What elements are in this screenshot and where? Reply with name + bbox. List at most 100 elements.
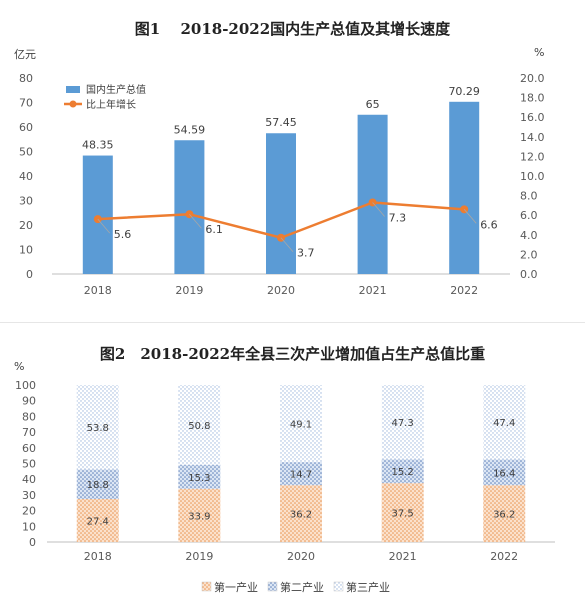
chart2-legend-label: 第一产业 (214, 580, 258, 594)
chart1-right-tick: 12.0 (520, 150, 545, 163)
chart2-x-tick: 2020 (287, 550, 315, 563)
chart2-y-tick: 80 (22, 410, 36, 423)
chart2-segment (483, 485, 526, 542)
chart1-right-tick: 10.0 (520, 170, 545, 183)
chart2-x-tick: 2022 (490, 550, 518, 563)
chart1-right-tick: 18.0 (520, 92, 545, 105)
chart2-segment (483, 385, 526, 460)
chart2-y-tick: 30 (22, 489, 36, 502)
chart1-x-tick: 2019 (175, 284, 203, 297)
chart2-segment (381, 483, 424, 542)
chart1-legend-gdp: 国内生产总值 (86, 83, 146, 96)
chart2-segment (76, 385, 119, 470)
chart2-y-tick: 100 (15, 379, 36, 392)
chart1-x-tick: 2021 (359, 284, 387, 297)
chart2-y-tick: 10 (22, 520, 36, 533)
chart2-segment-label: 53.8 (87, 423, 109, 434)
chart1-bar-label: 65 (366, 98, 380, 111)
chart1-growth-label: 6.1 (205, 223, 223, 236)
chart-divider (0, 322, 585, 323)
chart1-bar (449, 101, 480, 275)
chart2-x-tick: 2021 (389, 550, 417, 563)
chart1-right-tick: 14.0 (520, 131, 545, 144)
chart2-segment-label: 47.3 (391, 418, 413, 429)
chart2-segment-label: 27.4 (87, 516, 109, 527)
chart1-growth-label: 6.6 (480, 218, 498, 231)
chart1-bar-label: 57.45 (265, 116, 297, 129)
chart2-segment (280, 485, 322, 542)
chart2-legend-swatch (201, 581, 212, 592)
chart2-y-tick: 70 (22, 426, 36, 439)
chart2-segment (178, 385, 221, 465)
chart2-segment (76, 498, 119, 542)
chart2-segment (178, 488, 221, 542)
chart1-right-tick: 0.0 (520, 268, 538, 281)
chart2-legend-swatch (267, 581, 278, 592)
chart1-growth-label: 7.3 (389, 211, 407, 224)
chart1-leader-line (97, 218, 111, 234)
chart2-segment (280, 385, 322, 463)
chart2-title: 图2 2018-2022年全县三次产业增加值占生产总值比重 (99, 345, 486, 363)
chart2-segment (381, 459, 424, 484)
chart2-segment-label: 47.4 (493, 418, 515, 429)
chart1-x-tick: 2020 (267, 284, 295, 297)
chart2-y-tick: 90 (22, 395, 36, 408)
chart1-bar (357, 114, 388, 274)
chart2-legend-swatch (333, 581, 344, 592)
chart1-bar (82, 155, 113, 274)
chart1-bar-label: 54.59 (174, 123, 206, 136)
chart1-right-tick: 8.0 (520, 190, 538, 203)
chart2-segment (381, 385, 424, 460)
chart1-left-tick: 10 (19, 244, 33, 257)
chart1-left-tick: 40 (19, 170, 33, 183)
chart2-segment-label: 36.2 (493, 510, 515, 521)
chart2-x-tick: 2018 (84, 550, 112, 563)
chart1-growth-label: 3.7 (297, 247, 315, 260)
chart1-plot: 亿元 % 0 10 20 30 40 50 60 70 80 0.0 2.0 4.0 6.0 8.0 10.0 1… (14, 46, 545, 297)
chart1-legend-swatch-gdp (66, 86, 80, 93)
chart1-left-tick: 20 (19, 219, 33, 232)
chart1-legend-growth: 比上年增长 (86, 98, 136, 111)
chart1-leader-line (372, 202, 385, 217)
chart1-right-tick: 2.0 (520, 248, 538, 261)
chart2-segment-label: 18.8 (87, 480, 109, 491)
chart1-left-tick: 60 (19, 121, 33, 134)
chart2-y-tick: 60 (22, 442, 36, 455)
chart1-left-unit: 亿元 (14, 48, 36, 61)
chart1-left-tick: 0 (26, 268, 33, 281)
chart1-bar (174, 140, 205, 274)
chart1-right-tick: 16.0 (520, 111, 545, 124)
chart1-left-tick: 50 (19, 146, 33, 159)
chart1-x-tick: 2022 (450, 284, 478, 297)
chart1-left-tick: 30 (19, 195, 33, 208)
chart1-bar-label: 70.29 (448, 85, 480, 98)
chart2-y-tick: 50 (22, 458, 36, 471)
chart1-right-tick: 4.0 (520, 229, 538, 242)
chart1-growth-label: 5.6 (114, 228, 132, 241)
chart2-segment-label: 33.9 (188, 511, 210, 522)
chart2-segment-label: 16.4 (493, 468, 515, 479)
chart2-segment-label: 15.2 (391, 467, 413, 478)
chart1-title: 图1 2018-2022国内生产总值及其增长速度 (134, 20, 451, 38)
chart2-segment-label: 37.5 (391, 509, 413, 520)
chart1-bar (266, 133, 296, 274)
chart2-segment (483, 459, 526, 486)
chart1-leader-line (189, 213, 202, 229)
chart1-right-tick: 20.0 (520, 72, 545, 85)
chart2-legend-label: 第三产业 (346, 580, 390, 594)
chart2-segment-label: 14.7 (290, 470, 312, 481)
chart1-leader-line (280, 237, 294, 253)
chart2-segment-label: 50.8 (188, 421, 210, 432)
chart1-x-tick: 2018 (84, 284, 112, 297)
chart2-segment (280, 462, 322, 486)
chart2-y-tick: 20 (22, 505, 36, 518)
chart2-x-tick: 2019 (185, 550, 213, 563)
chart2-segment-label: 15.3 (188, 473, 210, 484)
chart2-segment (76, 469, 119, 499)
chart2-segment-label: 49.1 (290, 420, 312, 431)
chart1-leader-line (463, 209, 477, 224)
chart2-segment (178, 464, 221, 489)
chart1-left-tick: 80 (19, 72, 33, 85)
chart2-y-tick: 0 (29, 536, 36, 549)
